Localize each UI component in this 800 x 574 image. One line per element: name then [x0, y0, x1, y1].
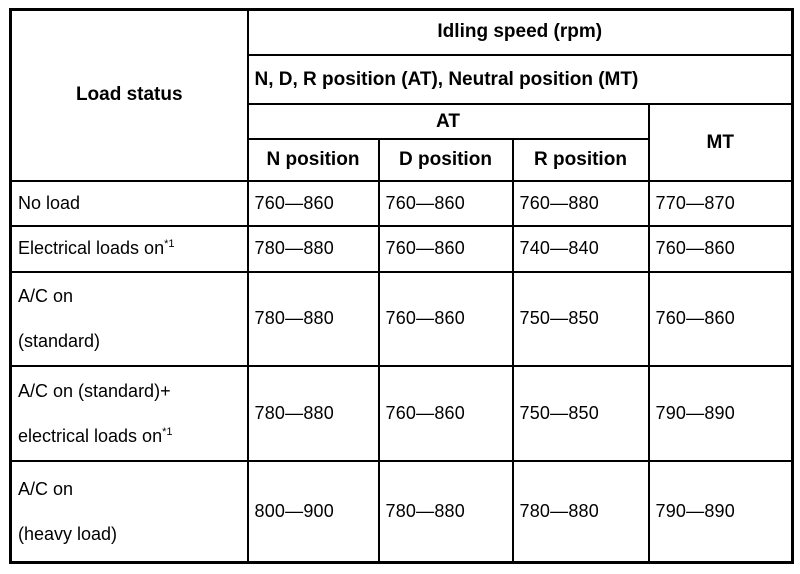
value-d-position: 760—860 [377, 225, 514, 273]
value-mt: 790—890 [647, 365, 794, 463]
value-r-position: 750—850 [511, 270, 650, 368]
value-r-position: 740—840 [511, 225, 650, 273]
mt-header: MT [647, 103, 794, 182]
table-row: A/C on (standard)+ electrical loads on*1… [9, 365, 794, 463]
value-n-position: 780—880 [246, 225, 380, 273]
value-n-position: 760—860 [246, 179, 380, 228]
idling-speed-table: Load status Idling speed (rpm) N, D, R p… [9, 8, 794, 564]
value-mt: 760—860 [647, 270, 794, 368]
value-r-position: 760—880 [511, 179, 650, 228]
table-row: Electrical loads on*1 780—880 760—860 74… [9, 225, 794, 273]
value-d-position: 780—880 [377, 460, 514, 564]
load-status-header: Load status [9, 8, 249, 182]
idling-speed-header: Idling speed (rpm) [246, 8, 794, 56]
table-row: A/C on (heavy load) 800—900 780—880 780—… [9, 460, 794, 564]
table-row: A/C on (standard) 780—880 760—860 750—85… [9, 270, 794, 368]
value-r-position: 750—850 [511, 365, 650, 463]
value-d-position: 760—860 [377, 179, 514, 228]
value-d-position: 760—860 [377, 270, 514, 368]
row-label: Electrical loads on*1 [9, 225, 249, 273]
row-label: A/C on (heavy load) [9, 460, 249, 564]
value-n-position: 780—880 [246, 270, 380, 368]
position-header: N, D, R position (AT), Neutral position … [246, 53, 794, 106]
row-label: A/C on (standard)+ electrical loads on*1 [9, 365, 249, 463]
n-position-header: N position [246, 138, 380, 182]
at-header: AT [246, 103, 650, 141]
value-d-position: 760—860 [377, 365, 514, 463]
value-mt: 790—890 [647, 460, 794, 564]
table-row: No load 760—860 760—860 760—880 770—870 [9, 179, 794, 228]
footnote-marker: *1 [164, 238, 175, 251]
value-mt: 760—860 [647, 225, 794, 273]
row-label: A/C on (standard) [9, 270, 249, 368]
footnote-marker: *1 [162, 425, 173, 438]
value-n-position: 800—900 [246, 460, 380, 564]
value-mt: 770—870 [647, 179, 794, 228]
value-n-position: 780—880 [246, 365, 380, 463]
r-position-header: R position [511, 138, 650, 182]
d-position-header: D position [377, 138, 514, 182]
value-r-position: 780—880 [511, 460, 650, 564]
row-label: No load [9, 179, 249, 228]
